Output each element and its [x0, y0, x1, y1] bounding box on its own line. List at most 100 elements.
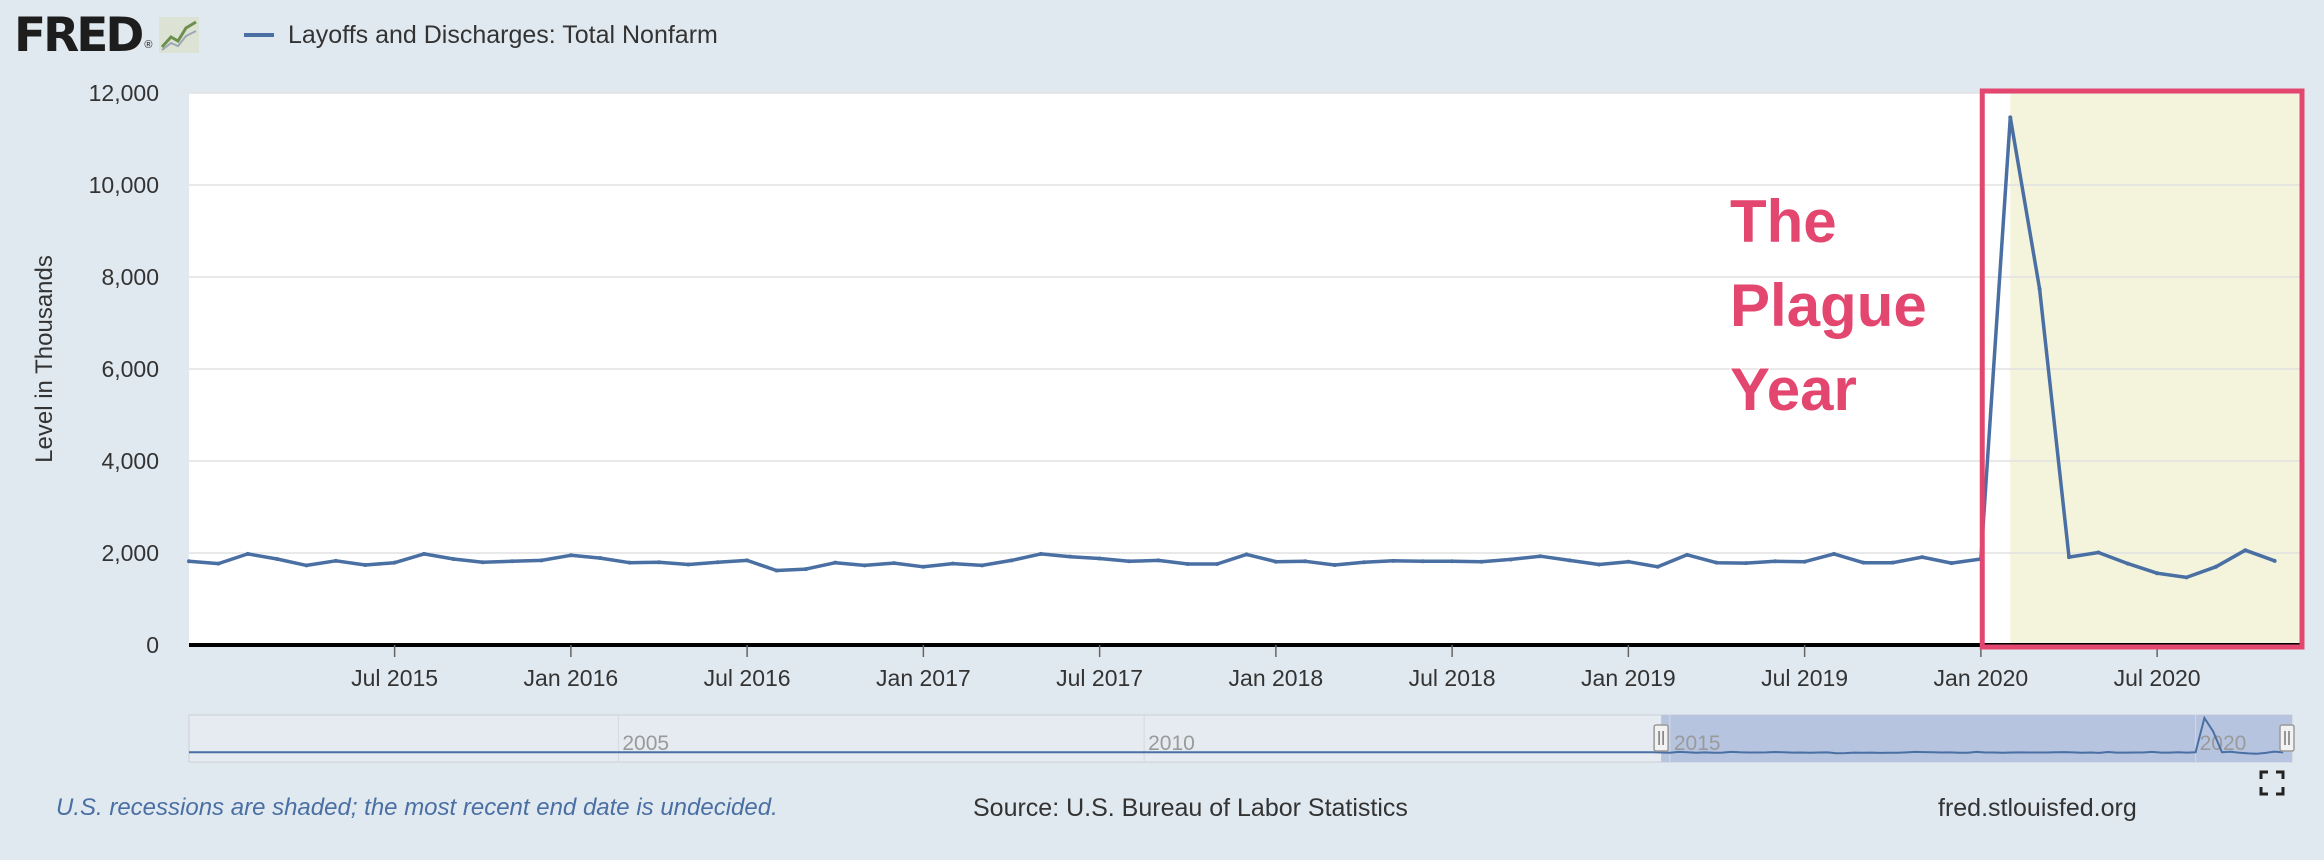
data-point[interactable]: [745, 558, 750, 563]
data-point[interactable]: [1332, 562, 1337, 567]
data-point[interactable]: [1156, 558, 1161, 563]
data-point[interactable]: [657, 560, 661, 565]
annotation-text: Year: [1730, 356, 1857, 423]
data-point[interactable]: [1479, 559, 1484, 564]
y-axis-label: Level in Thousands: [31, 255, 58, 463]
navigator-label: 2020: [2200, 732, 2247, 755]
data-point[interactable]: [363, 562, 368, 567]
data-point[interactable]: [1215, 562, 1220, 567]
data-point[interactable]: [1890, 560, 1895, 565]
legend-swatch: [244, 33, 274, 37]
data-point[interactable]: [2067, 555, 2071, 560]
highlight-box: [1979, 88, 2305, 650]
navigator-selection[interactable]: [1661, 715, 2292, 762]
data-point[interactable]: [1244, 552, 1249, 557]
data-point[interactable]: [1773, 559, 1778, 564]
data-point[interactable]: [1127, 559, 1131, 564]
data-point[interactable]: [2125, 561, 2130, 566]
data-point[interactable]: [921, 564, 926, 569]
data-point[interactable]: [1714, 560, 1719, 565]
data-point[interactable]: [715, 560, 720, 565]
data-point[interactable]: [1626, 559, 1631, 564]
navigator-handle-right[interactable]: [2279, 724, 2295, 752]
data-point[interactable]: [392, 560, 397, 565]
x-tick-label: Jan 2016: [524, 665, 619, 691]
navigator-handle-left[interactable]: [1653, 724, 1669, 752]
data-point[interactable]: [1038, 551, 1043, 556]
data-point[interactable]: [1538, 554, 1543, 559]
data-point[interactable]: [1655, 564, 1660, 569]
data-point[interactable]: [1009, 558, 1014, 563]
data-point[interactable]: [1508, 557, 1513, 562]
data-point[interactable]: [892, 561, 896, 566]
fred-logo[interactable]: FRED ®: [14, 10, 199, 60]
data-point[interactable]: [2213, 564, 2218, 569]
data-point[interactable]: [216, 561, 221, 566]
source-text: Source: U.S. Bureau of Labor Statistics: [973, 794, 1408, 822]
data-point[interactable]: [1420, 559, 1425, 564]
data-point[interactable]: [1097, 556, 1102, 561]
data-point[interactable]: [187, 559, 191, 564]
y-tick-label: 0: [146, 632, 159, 658]
data-point[interactable]: [862, 563, 867, 568]
data-point[interactable]: [1832, 551, 1836, 556]
data-point[interactable]: [1450, 559, 1455, 564]
data-point[interactable]: [1743, 561, 1748, 566]
data-point[interactable]: [1685, 552, 1690, 557]
x-tick-label: Jan 2020: [1934, 665, 2029, 691]
data-point[interactable]: [950, 561, 955, 566]
data-point[interactable]: [1597, 562, 1601, 567]
data-point[interactable]: [627, 560, 632, 565]
data-point[interactable]: [422, 551, 426, 556]
data-point[interactable]: [2243, 548, 2248, 553]
data-point[interactable]: [1920, 555, 1925, 560]
x-tick-label: Jul 2020: [2114, 665, 2201, 691]
data-point[interactable]: [833, 560, 838, 565]
data-point[interactable]: [245, 551, 250, 556]
site-url[interactable]: fred.stlouisfed.org: [1938, 794, 2137, 822]
data-point[interactable]: [1303, 559, 1308, 564]
data-point[interactable]: [2096, 550, 2101, 555]
data-point[interactable]: [333, 558, 338, 563]
data-point[interactable]: [1949, 561, 1954, 566]
navigator-label: 2015: [1674, 732, 1721, 755]
data-point[interactable]: [686, 562, 691, 567]
data-point[interactable]: [803, 567, 808, 572]
data-point[interactable]: [510, 559, 515, 564]
data-point[interactable]: [1068, 554, 1073, 559]
data-point[interactable]: [539, 558, 544, 563]
x-tick-label: Jul 2017: [1056, 665, 1143, 691]
x-tick-label: Jul 2015: [351, 665, 438, 691]
data-point[interactable]: [980, 563, 985, 568]
data-point[interactable]: [598, 556, 603, 561]
data-point[interactable]: [1567, 558, 1572, 563]
recession-note: U.S. recessions are shaded; the most rec…: [56, 794, 778, 821]
data-point[interactable]: [2272, 558, 2277, 563]
y-tick-label: 8,000: [101, 264, 159, 290]
data-point[interactable]: [451, 556, 456, 561]
data-point[interactable]: [2184, 575, 2189, 580]
data-point[interactable]: [1391, 558, 1396, 563]
data-point[interactable]: [275, 556, 280, 561]
line-graph-icon: [158, 17, 199, 53]
series-line[interactable]: [188, 115, 2276, 580]
data-point[interactable]: [2155, 571, 2160, 576]
logo-text: FRED: [14, 7, 144, 63]
data-point[interactable]: [1362, 560, 1366, 565]
data-point[interactable]: [2008, 115, 2013, 120]
data-point[interactable]: [480, 560, 485, 565]
x-tick-label: Jul 2018: [1409, 665, 1496, 691]
data-point[interactable]: [2037, 286, 2042, 291]
chart-legend[interactable]: Layoffs and Discharges: Total Nonfarm: [244, 14, 718, 56]
fullscreen-icon[interactable]: [2259, 770, 2285, 796]
y-tick-label: 10,000: [89, 172, 159, 198]
data-point[interactable]: [304, 563, 309, 568]
annotation-text: Plague: [1730, 272, 1927, 339]
data-point[interactable]: [1802, 559, 1807, 564]
data-point[interactable]: [1185, 562, 1190, 567]
data-point[interactable]: [774, 568, 779, 573]
data-point[interactable]: [1861, 560, 1866, 565]
data-point[interactable]: [568, 553, 573, 558]
data-point[interactable]: [1273, 559, 1278, 564]
